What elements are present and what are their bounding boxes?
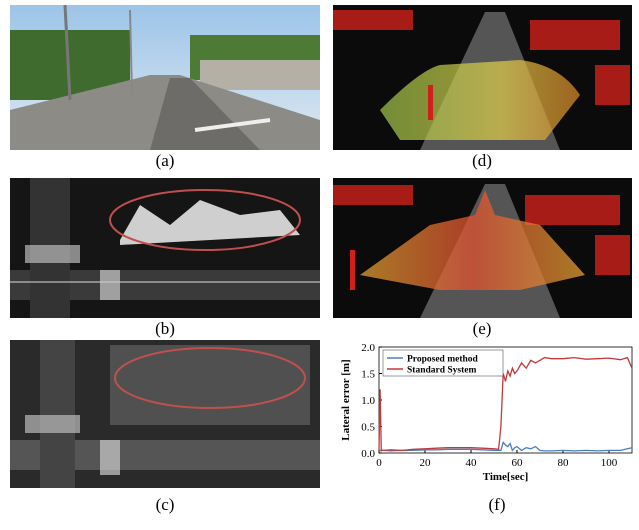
y-tick-label: 1.0 xyxy=(361,395,375,407)
lidar-view-e xyxy=(333,178,632,318)
y-tick-label: 0.5 xyxy=(361,422,375,434)
y-axis-label: Lateral error [m] xyxy=(340,359,352,440)
line-chart: 0.0 0.5 1.0 1.5 2.0 0 20 40 60 80 100 Time[sec] Late… xyxy=(340,342,632,483)
y-tick-label: 1.5 xyxy=(361,369,375,381)
figure: (a) (b) (c) (d) (e) (f) 0.00.51.01.52.00… xyxy=(0,0,639,525)
y-tick-label: 0.0 xyxy=(361,448,375,460)
panel-label: (b) xyxy=(155,319,175,338)
legend-label: Proposed method xyxy=(407,355,479,365)
legend-label: Standard System xyxy=(407,366,476,376)
aerial-map-c xyxy=(10,340,320,488)
x-tick-label: 40 xyxy=(466,457,478,469)
lidar-view-d xyxy=(333,5,632,150)
panel-label: (e) xyxy=(473,319,492,338)
x-tick-label: 20 xyxy=(420,457,432,469)
y-tick-label: 2.0 xyxy=(361,342,375,354)
x-tick-label: 0 xyxy=(376,457,382,469)
x-tick-label: 80 xyxy=(558,457,570,469)
panel-label: (a) xyxy=(156,151,175,170)
x-tick-label: 100 xyxy=(601,457,618,469)
aerial-map-b xyxy=(10,178,320,318)
x-axis-label: Time[sec] xyxy=(483,471,529,483)
photo-street xyxy=(10,5,320,150)
x-tick-label: 60 xyxy=(512,457,524,469)
panel-label: (f) xyxy=(489,495,506,514)
panel-label: (c) xyxy=(156,495,175,514)
panel-label: (d) xyxy=(472,151,492,170)
